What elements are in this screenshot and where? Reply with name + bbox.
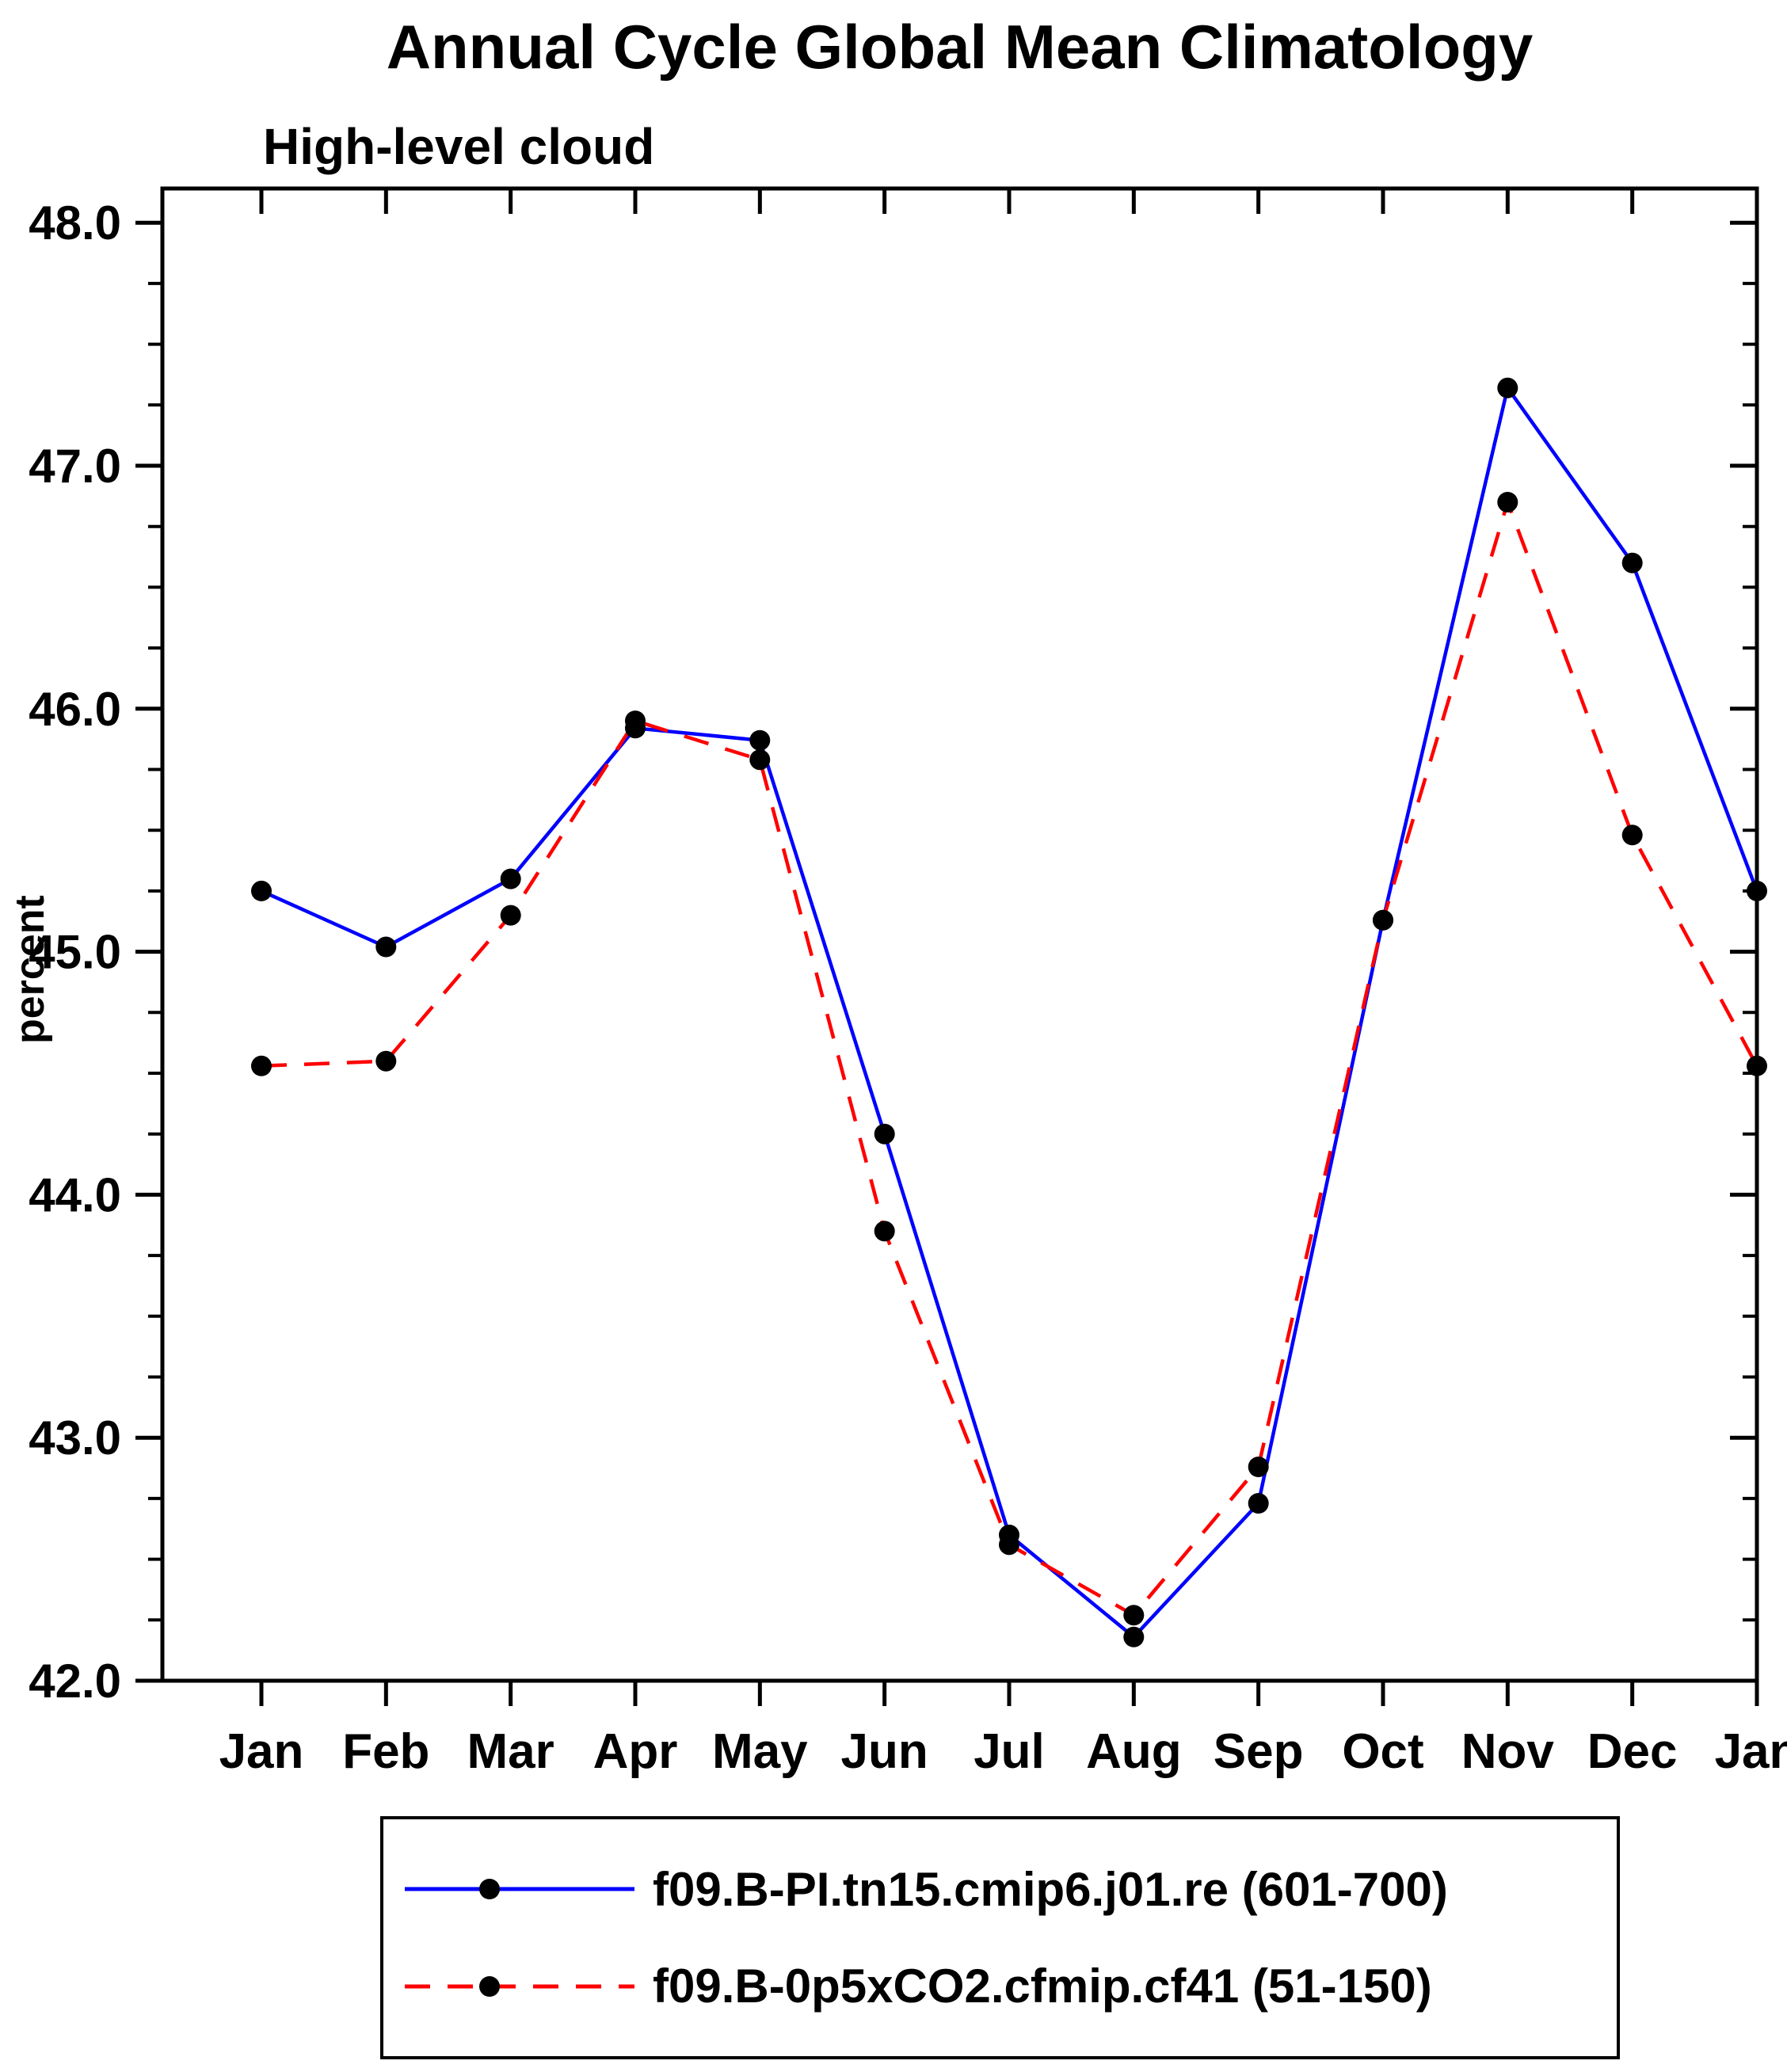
legend-label-series-1: f09.B-0p5xCO2.cfmip.cf41 (51-150) bbox=[653, 1960, 1432, 2013]
legend-label-series-0: f09.B-PI.tn15.cmip6.j01.re (601-700) bbox=[653, 1862, 1448, 1916]
x-tick-label: Jul bbox=[974, 1724, 1045, 1779]
data-point-marker bbox=[375, 936, 397, 958]
data-point-marker bbox=[625, 710, 646, 732]
legend: f09.B-PI.tn15.cmip6.j01.re (601-700) f09… bbox=[380, 1816, 1620, 2059]
data-point-marker bbox=[1621, 552, 1643, 573]
series-line-0 bbox=[261, 383, 1759, 1640]
data-point-marker bbox=[500, 905, 521, 926]
data-point-marker bbox=[375, 1050, 397, 1072]
x-tick-label: Feb bbox=[342, 1724, 429, 1779]
x-tick-label: Apr bbox=[593, 1724, 678, 1779]
data-point-marker bbox=[1621, 825, 1643, 846]
legend-marker-dot bbox=[479, 1975, 500, 1997]
legend-item-series-1: f09.B-0p5xCO2.cfmip.cf41 (51-150) bbox=[401, 1959, 1617, 2013]
x-tick-label: Jun bbox=[841, 1724, 928, 1779]
data-point-marker bbox=[749, 749, 771, 771]
x-tick-label: Nov bbox=[1461, 1724, 1555, 1779]
x-tick-label: Aug bbox=[1086, 1724, 1182, 1779]
data-point-marker bbox=[1123, 1626, 1145, 1647]
data-point-marker bbox=[251, 1055, 272, 1076]
y-tick-label: 43.0 bbox=[29, 1411, 121, 1464]
data-point-marker bbox=[251, 880, 272, 901]
x-tick-label: Jan bbox=[219, 1724, 304, 1779]
y-tick-label: 46.0 bbox=[29, 683, 121, 736]
data-point-marker bbox=[1248, 1493, 1269, 1514]
data-point-marker bbox=[1497, 377, 1518, 398]
x-tick-label: Jan bbox=[1715, 1724, 1787, 1779]
x-tick-label: Oct bbox=[1342, 1724, 1423, 1779]
x-tick-label: May bbox=[712, 1724, 808, 1779]
y-tick-label: 44.0 bbox=[29, 1168, 121, 1221]
data-point-marker bbox=[874, 1123, 895, 1145]
legend-sample-dashed bbox=[405, 1975, 634, 1997]
y-tick-label: 45.0 bbox=[29, 926, 121, 979]
legend-sample-solid bbox=[405, 1879, 634, 1900]
x-tick-label: Sep bbox=[1214, 1724, 1304, 1779]
legend-marker-dot bbox=[479, 1879, 500, 1900]
y-tick-label: 42.0 bbox=[29, 1655, 121, 1708]
data-point-marker bbox=[1497, 492, 1518, 512]
data-point-marker bbox=[500, 868, 521, 889]
data-point-marker bbox=[1248, 1457, 1269, 1477]
data-point-marker bbox=[1747, 1055, 1767, 1076]
chart-title: Annual Cycle Global Mean Climatology bbox=[386, 12, 1534, 82]
x-tick-label: Dec bbox=[1587, 1724, 1678, 1779]
data-point-marker bbox=[1747, 880, 1767, 901]
y-tick-label: 47.0 bbox=[29, 440, 121, 493]
x-tick-label: Mar bbox=[467, 1724, 554, 1779]
chart-subtitle: High-level cloud bbox=[263, 118, 655, 175]
data-point-marker bbox=[1373, 909, 1393, 931]
y-tick-label: 48.0 bbox=[29, 196, 121, 249]
plot-frame bbox=[160, 186, 1759, 1683]
legend-item-series-0: f09.B-PI.tn15.cmip6.j01.re (601-700) bbox=[401, 1862, 1617, 1917]
data-point-marker bbox=[749, 729, 771, 751]
series-line-1 bbox=[261, 496, 1758, 1618]
data-point-marker bbox=[999, 1534, 1019, 1556]
data-point-marker bbox=[1123, 1605, 1145, 1626]
data-point-marker bbox=[874, 1221, 895, 1242]
